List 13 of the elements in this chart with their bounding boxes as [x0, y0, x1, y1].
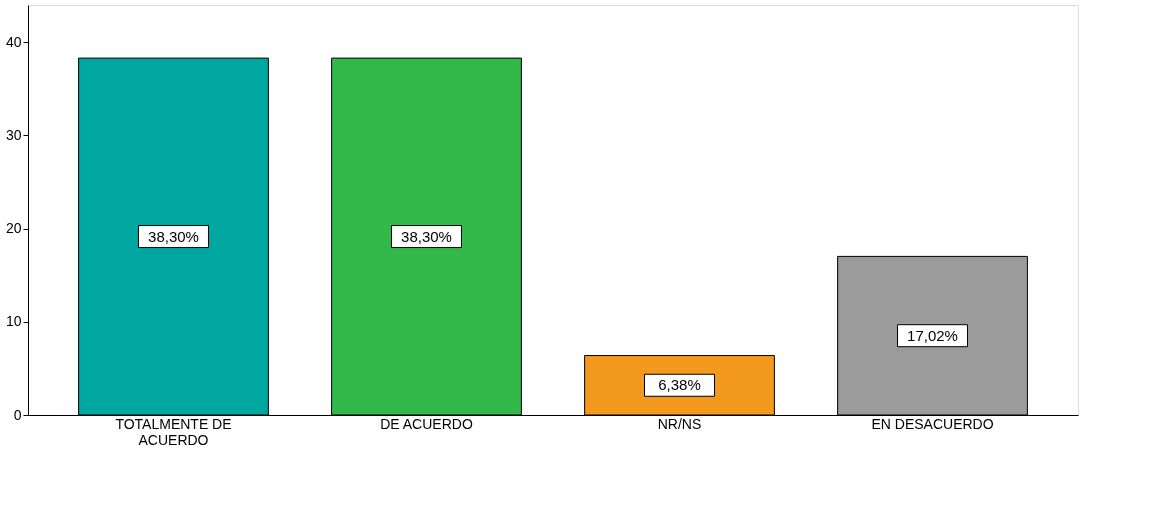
- y-tick-label: 20: [5, 220, 22, 237]
- data-label: 38,30%: [148, 227, 199, 245]
- data-label: 6,38%: [658, 376, 701, 394]
- y-tick-label: 0: [13, 406, 22, 423]
- x-tick-label: DE ACUERDO: [380, 415, 473, 432]
- y-tick-label: 40: [5, 33, 22, 50]
- y-tick-label: 10: [5, 313, 22, 330]
- x-tick-label: NR/NS: [657, 415, 702, 432]
- y-tick-label: 30: [5, 126, 22, 143]
- data-label: 38,30%: [401, 227, 452, 245]
- x-tick-label: EN DESACUERDO: [871, 415, 994, 432]
- data-label: 17,02%: [907, 326, 958, 344]
- x-tick-label: TOTALMENTE DE ACUERDO: [115, 415, 232, 448]
